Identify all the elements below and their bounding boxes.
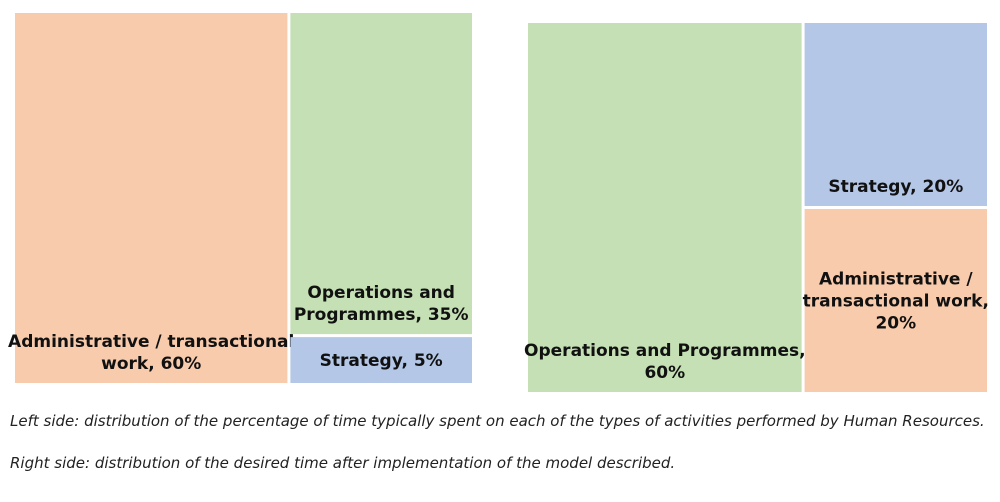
- caption-left-side: Left side: distribution of the percentag…: [10, 412, 985, 430]
- caption-right-side: Right side: distribution of the desired …: [10, 454, 676, 472]
- right-label-strategy: Strategy, 20%: [828, 177, 963, 197]
- right-tile-administrative-transactional-work: [804, 209, 987, 392]
- right-tile-strategy: [804, 23, 987, 206]
- treemap-desired: Operations and Programmes, 60% Strategy, 2…: [524, 23, 989, 392]
- left-tile-strategy: [290, 337, 472, 383]
- right-label-administrative-transactional-work: Administrative / transactional work, 20%: [803, 270, 989, 334]
- treemap-current: Administrative / transactional work, 60%O…: [8, 13, 472, 383]
- right-label-operations-and-programmes: Operations and Programmes, 60%: [524, 341, 806, 383]
- left-label-operations-and-programmes: Operations and Programmes, 35%: [294, 283, 469, 325]
- treemap-figure: Administrative / transactional work, 60%O…: [8, 13, 989, 392]
- left-label-strategy: Strategy, 5%: [320, 351, 443, 371]
- right-tile-operations-and-programmes: [528, 23, 802, 392]
- left-label-administrative-transactional-work: Administrative / transactional work, 60%: [8, 332, 294, 374]
- left-tile-administrative-transactional-work: [15, 13, 288, 383]
- left-tile-operations-and-programmes: [290, 13, 472, 335]
